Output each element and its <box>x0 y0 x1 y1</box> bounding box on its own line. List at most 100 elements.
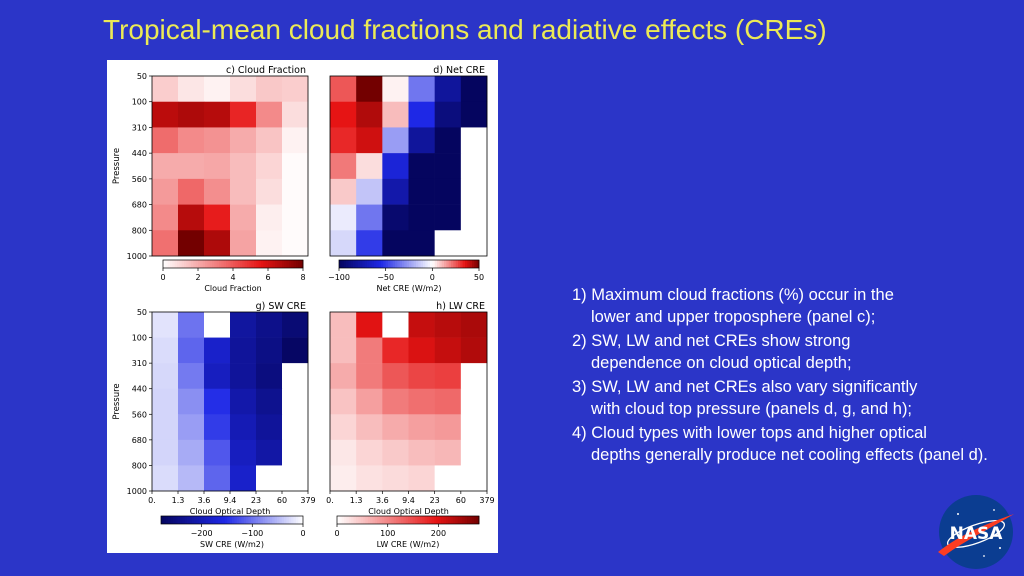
colorbar-segment <box>233 260 236 268</box>
colorbar-segment <box>341 260 345 268</box>
colorbar-segment <box>460 516 463 524</box>
heatmap-cell <box>230 337 257 364</box>
colorbar-segment <box>350 260 354 268</box>
heatmap-cell <box>178 439 205 466</box>
heatmap-cell <box>330 414 357 441</box>
colorbar-segment <box>291 260 295 268</box>
heatmap-cell <box>282 363 309 390</box>
colorbar-segment <box>272 260 276 268</box>
colorbar-segment <box>293 516 297 524</box>
heatmap-cell <box>408 337 435 364</box>
y-tick-label: 560 <box>132 175 147 184</box>
colorbar-segment <box>161 516 164 524</box>
heatmap-cell <box>204 153 231 180</box>
colorbar-tick-label: −200 <box>191 529 213 538</box>
heatmap-cell <box>460 312 488 338</box>
heatmap-cell <box>434 178 462 205</box>
heatmap-cell <box>282 204 309 231</box>
colorbar-segment <box>191 516 195 524</box>
colorbar-segment <box>465 260 468 268</box>
heatmap-cell <box>282 439 309 466</box>
colorbar-segment <box>205 516 209 524</box>
heatmap-cell <box>282 230 309 257</box>
colorbar-segment <box>415 516 418 524</box>
colorbar-segment <box>406 260 410 268</box>
colorbar-segment <box>241 516 245 524</box>
finding-text-line2: lower and upper troposphere (panel c); <box>591 307 876 326</box>
colorbar-segment <box>193 260 197 268</box>
heatmap-cell <box>434 414 462 441</box>
heatmap-cell <box>178 388 205 415</box>
colorbar-segment <box>263 260 267 268</box>
colorbar-segment <box>248 516 252 524</box>
heatmap-cell <box>460 230 488 257</box>
x-axis-label: Cloud Optical Depth <box>190 507 271 516</box>
heatmap-cell <box>434 363 462 390</box>
colorbar-segment <box>426 516 430 524</box>
heatmap-cell <box>178 465 205 492</box>
heatmap-cell <box>460 388 488 415</box>
colorbar-segment <box>256 260 260 268</box>
colorbar-segment <box>346 260 349 268</box>
colorbar-segment <box>198 516 202 524</box>
heatmap-cell <box>152 414 179 441</box>
colorbar-segment <box>175 516 178 524</box>
heatmap-cell <box>178 127 205 154</box>
heatmap-cell <box>152 439 179 466</box>
colorbar-segment <box>388 260 391 268</box>
y-tick-label: 100 <box>132 334 147 343</box>
colorbar-segment <box>239 516 242 524</box>
colorbar-segment <box>210 516 214 524</box>
x-tick-label: 60 <box>456 496 466 505</box>
heatmap-cell <box>434 101 462 128</box>
colorbar-segment <box>389 516 392 524</box>
y-tick-label: 100 <box>132 98 147 107</box>
colorbar-segment <box>348 516 352 524</box>
colorbar-segment <box>172 260 176 268</box>
heatmap-cell <box>382 439 409 466</box>
colorbar-segment <box>267 516 271 524</box>
slide-title: Tropical-mean cloud fractions and radiat… <box>103 14 827 45</box>
heatmap-cell <box>204 101 231 128</box>
y-tick-label: 50 <box>137 72 147 81</box>
colorbar-segment <box>397 260 401 268</box>
panel-title: g) SW CRE <box>256 301 306 312</box>
colorbar-segment <box>209 260 213 268</box>
finding-text-line1: Maximum cloud fractions (%) occur in the <box>591 286 894 304</box>
heatmap-cell <box>356 439 383 466</box>
colorbar-segment <box>163 516 167 524</box>
colorbar-segment <box>403 516 407 524</box>
colorbar-segment <box>460 260 464 268</box>
colorbar-segment <box>453 260 457 268</box>
heatmap-cell <box>178 312 205 338</box>
heatmap-cell <box>178 178 205 205</box>
finding-item: 1) Maximum cloud fractions (%) occur in … <box>572 285 992 328</box>
colorbar-tick-label: 0 <box>300 529 305 538</box>
heatmap-cell <box>382 388 409 415</box>
heatmap-cell <box>408 127 435 154</box>
x-tick-label: 60 <box>277 496 287 505</box>
y-tick-label: 680 <box>132 201 147 210</box>
colorbar-segment <box>201 516 204 524</box>
x-tick-label: 23 <box>251 496 261 505</box>
colorbar-segment <box>215 516 219 524</box>
colorbar-segment <box>258 260 262 268</box>
heatmap-cell <box>282 414 309 441</box>
colorbar-segment <box>395 260 398 268</box>
colorbar-segment <box>384 516 388 524</box>
colorbar-segment <box>420 260 424 268</box>
colorbar-segment <box>184 260 187 268</box>
colorbar-segment <box>462 260 466 268</box>
colorbar-segment <box>378 260 382 268</box>
heatmap-cell <box>408 178 435 205</box>
colorbar-segment <box>472 260 475 268</box>
heatmap-cell <box>256 312 283 338</box>
colorbar-segment <box>412 516 416 524</box>
heatmap-cell <box>330 230 357 257</box>
heatmap-cell <box>356 312 383 338</box>
colorbar-tick-label: −100 <box>241 529 263 538</box>
colorbar-segment <box>357 260 361 268</box>
colorbar-segment <box>177 260 180 268</box>
colorbar-segment <box>339 516 343 524</box>
heatmap-cell <box>152 76 179 103</box>
